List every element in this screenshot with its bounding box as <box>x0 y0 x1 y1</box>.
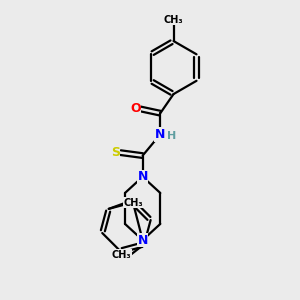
Text: N: N <box>155 128 166 141</box>
Text: N: N <box>137 234 148 247</box>
Text: CH₃: CH₃ <box>112 250 131 260</box>
Text: CH₃: CH₃ <box>124 198 144 208</box>
Text: N: N <box>137 170 148 183</box>
Text: H: H <box>167 131 176 141</box>
Text: CH₃: CH₃ <box>164 15 183 25</box>
Text: S: S <box>111 146 120 159</box>
Text: O: O <box>130 102 141 115</box>
